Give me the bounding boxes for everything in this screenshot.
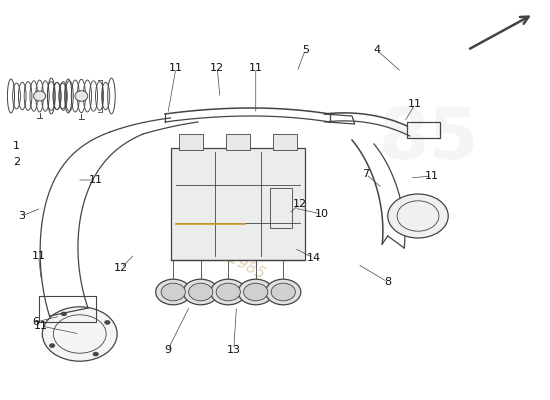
Text: 4: 4 bbox=[373, 45, 380, 55]
Text: 11: 11 bbox=[34, 321, 48, 331]
Text: 11: 11 bbox=[249, 63, 263, 73]
Text: 11: 11 bbox=[31, 251, 46, 261]
Circle shape bbox=[156, 279, 191, 305]
Text: 85: 85 bbox=[379, 106, 479, 174]
Circle shape bbox=[238, 279, 273, 305]
Text: 14: 14 bbox=[306, 253, 321, 263]
FancyBboxPatch shape bbox=[273, 134, 297, 150]
Circle shape bbox=[271, 283, 295, 301]
FancyBboxPatch shape bbox=[170, 148, 305, 260]
Text: 12: 12 bbox=[293, 199, 307, 209]
Text: 13: 13 bbox=[227, 345, 241, 355]
Text: 12: 12 bbox=[114, 263, 128, 273]
Circle shape bbox=[189, 283, 213, 301]
Text: 11: 11 bbox=[89, 175, 103, 185]
Ellipse shape bbox=[75, 91, 88, 101]
Text: 12: 12 bbox=[210, 63, 224, 73]
Text: 3: 3 bbox=[19, 211, 25, 221]
FancyBboxPatch shape bbox=[226, 134, 250, 150]
Text: 7: 7 bbox=[362, 169, 369, 179]
Circle shape bbox=[42, 307, 117, 361]
Circle shape bbox=[93, 352, 98, 356]
Circle shape bbox=[50, 344, 55, 348]
Text: 1: 1 bbox=[13, 141, 20, 151]
Circle shape bbox=[388, 194, 448, 238]
Text: 2: 2 bbox=[13, 157, 20, 167]
Text: 5: 5 bbox=[302, 45, 309, 55]
Text: 11: 11 bbox=[425, 171, 439, 181]
Circle shape bbox=[216, 283, 240, 301]
Circle shape bbox=[266, 279, 301, 305]
Text: 10: 10 bbox=[315, 209, 329, 219]
Ellipse shape bbox=[34, 91, 46, 101]
Circle shape bbox=[104, 320, 110, 324]
Circle shape bbox=[183, 279, 218, 305]
Text: 8: 8 bbox=[384, 277, 391, 287]
Text: 9: 9 bbox=[164, 345, 171, 355]
Circle shape bbox=[161, 283, 185, 301]
Text: 11: 11 bbox=[408, 99, 422, 109]
FancyBboxPatch shape bbox=[179, 134, 203, 150]
Text: 11: 11 bbox=[169, 63, 183, 73]
Text: a passion
since 1985: a passion since 1985 bbox=[186, 214, 276, 282]
Text: 6: 6 bbox=[32, 317, 39, 327]
Circle shape bbox=[61, 312, 67, 316]
Circle shape bbox=[244, 283, 268, 301]
Circle shape bbox=[211, 279, 246, 305]
